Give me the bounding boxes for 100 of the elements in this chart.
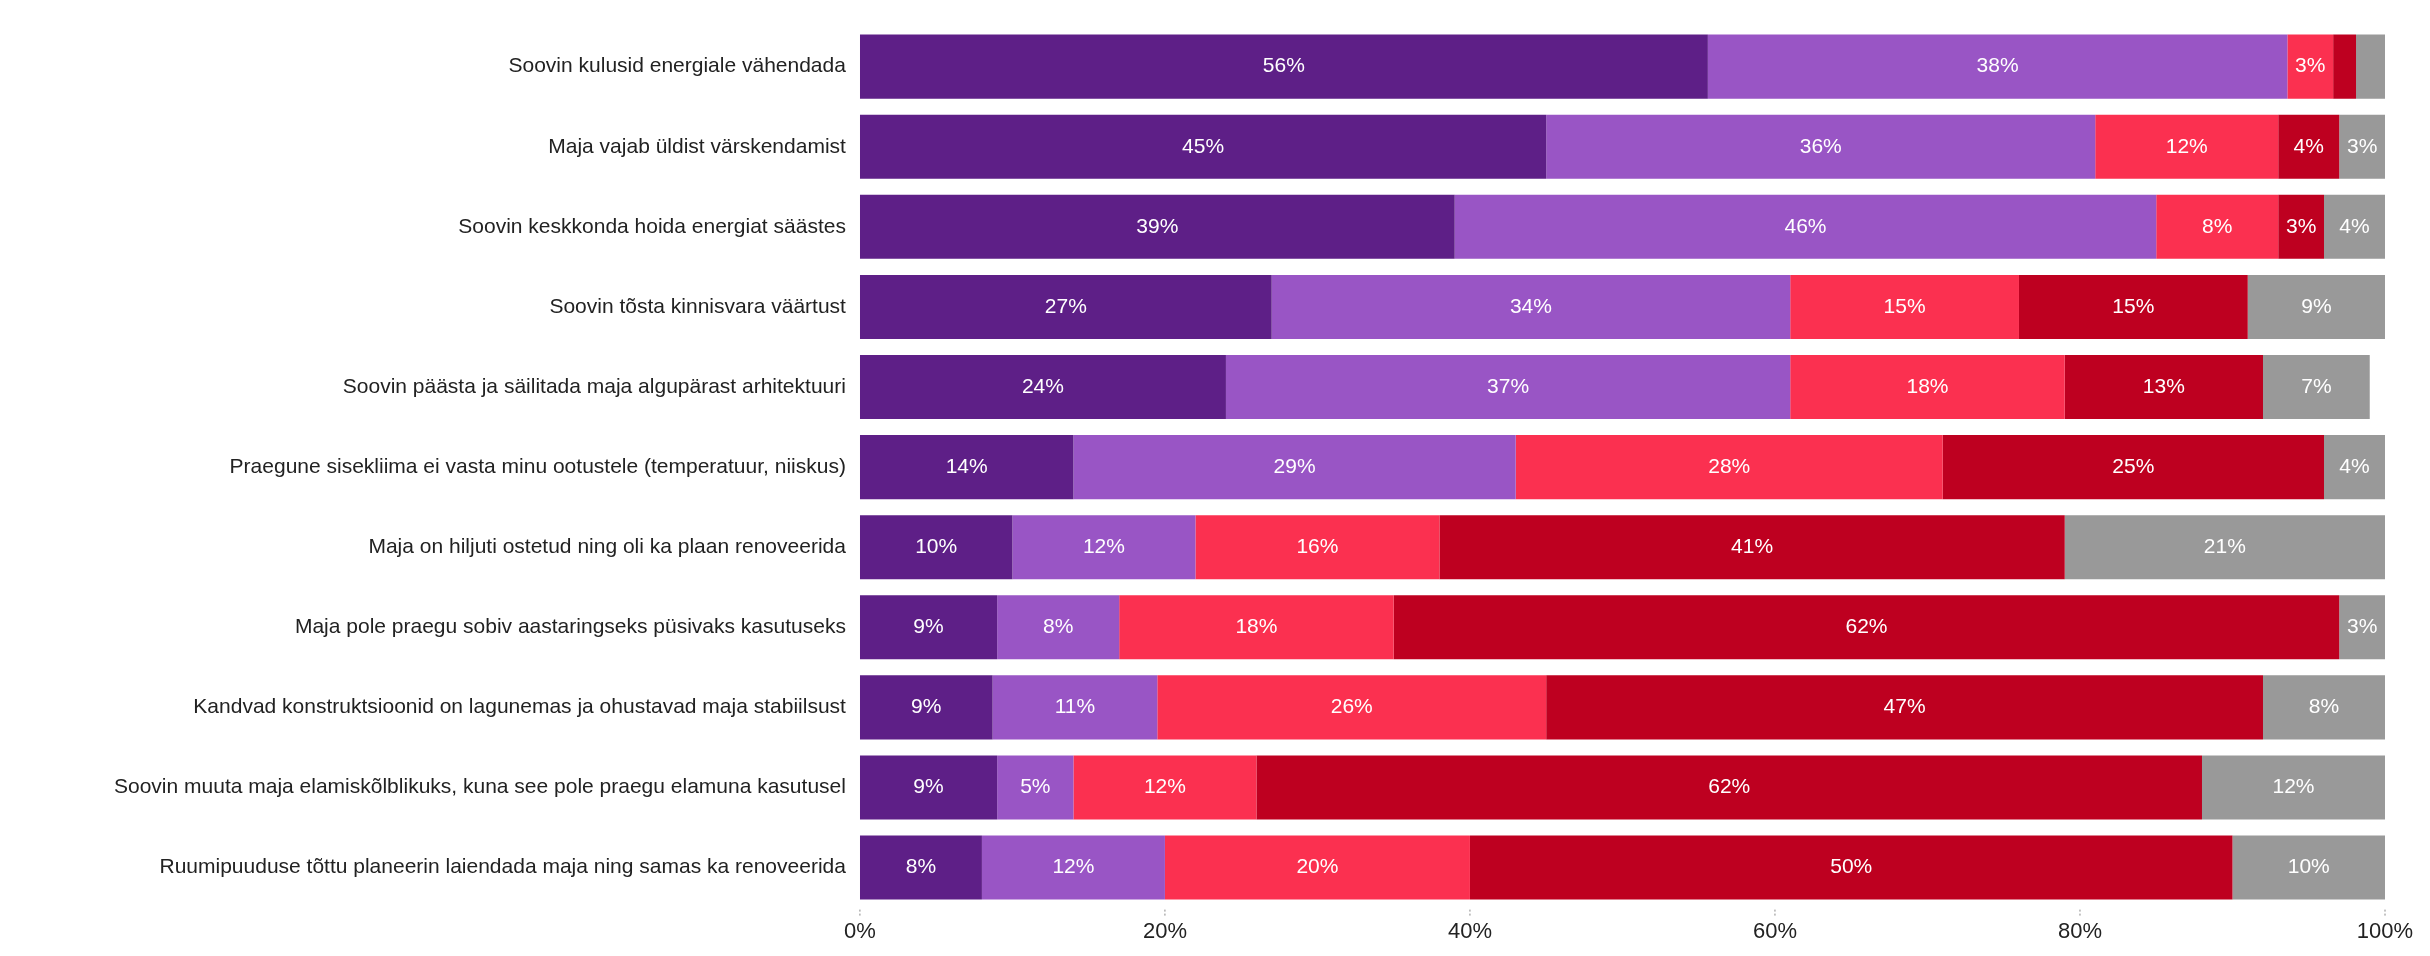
bar xyxy=(2201,755,2385,820)
bar xyxy=(1546,114,2096,179)
data-label: 3% xyxy=(2346,614,2378,638)
bar xyxy=(859,354,1226,420)
bar xyxy=(859,435,1074,500)
bar xyxy=(2339,114,2385,179)
bar xyxy=(2018,274,2248,339)
bar xyxy=(859,194,1455,259)
data-label: 9% xyxy=(2301,293,2332,317)
bar xyxy=(2324,194,2385,259)
bar xyxy=(2064,515,2385,580)
bar xyxy=(1707,34,2288,99)
data-label: 3% xyxy=(2285,213,2317,237)
data-label: 10% xyxy=(915,533,958,557)
x-tick-label: 40% xyxy=(1447,917,1492,943)
data-label: 8% xyxy=(905,854,937,878)
y-tick-label: Soovin muuta maja elamiskõlblikuks, kuna see pole praegu elamuna kasutusel xyxy=(113,774,846,798)
bar xyxy=(1515,435,1943,500)
data-label: 12% xyxy=(1052,854,1095,878)
bar xyxy=(1790,354,2065,420)
bar xyxy=(2247,274,2385,339)
bar xyxy=(997,595,1120,660)
data-label: 12% xyxy=(1082,533,1125,557)
bar xyxy=(1012,515,1196,580)
bar xyxy=(1439,515,2065,580)
data-label: 8% xyxy=(1043,614,1074,638)
data-label: 8% xyxy=(2308,694,2340,718)
data-label: 11% xyxy=(1054,694,1096,718)
y-tick-label: Soovin päästa ja säilitada maja algupärast arhitektuuri xyxy=(342,373,846,397)
bar xyxy=(2333,34,2357,99)
data-label: 15% xyxy=(1883,293,1926,317)
data-label: 38% xyxy=(1976,53,2019,77)
bar xyxy=(1942,435,2324,500)
bar xyxy=(2356,34,2385,99)
data-label: 37% xyxy=(1487,373,1530,397)
bar xyxy=(2232,835,2385,900)
bar xyxy=(2278,194,2324,259)
bar xyxy=(1073,435,1516,500)
x-tick-label: 100% xyxy=(2356,917,2414,943)
bar xyxy=(997,755,1074,820)
bar xyxy=(859,274,1272,339)
data-label: 16% xyxy=(1296,533,1339,557)
bar xyxy=(1790,274,2019,339)
bar xyxy=(859,595,998,660)
bar xyxy=(1256,755,2202,820)
bar xyxy=(2287,34,2334,99)
data-label: 3% xyxy=(2295,53,2326,77)
x-tick-label: 60% xyxy=(1752,917,1797,943)
data-label: 47% xyxy=(1883,694,1926,718)
data-label: 41% xyxy=(1731,533,1774,557)
data-label: 25% xyxy=(2112,453,2155,477)
bar xyxy=(1073,755,1257,820)
bar xyxy=(2262,354,2370,420)
data-label: 46% xyxy=(1784,213,1827,237)
data-label: 28% xyxy=(1708,453,1751,477)
data-label: 56% xyxy=(1262,53,1305,77)
bar xyxy=(1393,595,2340,660)
data-label: 12% xyxy=(1143,774,1186,798)
bar xyxy=(2339,595,2385,660)
y-tick-label: Soovin tõsta kinnisvara väärtust xyxy=(549,293,847,317)
data-label: 4% xyxy=(2339,453,2370,477)
bar xyxy=(859,675,993,740)
bar xyxy=(1454,194,2157,259)
bar xyxy=(1271,274,1791,339)
y-tick-label: Maja on hiljuti ostetud ning oli ka plaan renoveerida xyxy=(368,533,847,557)
bar xyxy=(2064,354,2263,420)
y-tick-label: Kandvad konstruktsioonid on lagunemas ja ohustavad maja stabiilsust xyxy=(193,694,847,718)
data-label: 9% xyxy=(913,614,944,638)
y-tick-label: Ruumipuuduse tõttu planeerin laiendada maja ning samas ka renoveerida xyxy=(159,854,847,878)
data-label: 9% xyxy=(911,694,942,718)
data-label: 34% xyxy=(1509,293,1552,317)
bar xyxy=(859,835,982,900)
bar xyxy=(1225,354,1791,420)
data-label: 10% xyxy=(2287,854,2330,878)
data-label: 29% xyxy=(1273,453,1316,477)
data-label: 14% xyxy=(945,453,988,477)
x-tick-label: 80% xyxy=(2057,917,2103,943)
data-label: 3% xyxy=(2346,133,2378,157)
bar xyxy=(859,515,1013,580)
data-label: 12% xyxy=(2272,774,2315,798)
data-label: 26% xyxy=(1330,694,1373,718)
bar xyxy=(2095,114,2279,179)
data-label: 20% xyxy=(1296,854,1339,878)
bar xyxy=(2156,194,2279,259)
bar xyxy=(1119,595,1394,660)
bar xyxy=(859,114,1547,179)
data-label: 4% xyxy=(2339,213,2370,237)
data-label: 8% xyxy=(2202,213,2233,237)
y-tick-label: Maja vajab üldist värskendamist xyxy=(548,133,847,157)
y-tick-label: Maja pole praegu sobiv aastaringseks püsivaks kasutuseks xyxy=(294,614,846,638)
data-label: 9% xyxy=(913,774,944,798)
data-label: 18% xyxy=(1906,373,1949,397)
data-label: 15% xyxy=(2112,293,2155,317)
data-label: 5% xyxy=(1020,774,1051,798)
data-label: 39% xyxy=(1136,213,1179,237)
data-label: 50% xyxy=(1830,854,1873,878)
bar xyxy=(859,755,998,820)
bar xyxy=(2278,114,2340,179)
data-label: 36% xyxy=(1799,133,1842,157)
data-label: 4% xyxy=(2293,133,2324,157)
